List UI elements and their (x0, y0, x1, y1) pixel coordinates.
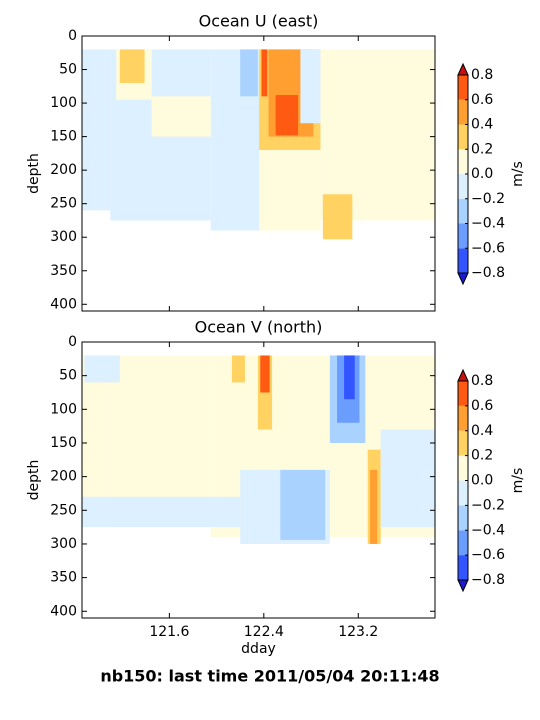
y-tick-label: 0 (68, 334, 77, 350)
axes-frame (81, 35, 436, 312)
colorbar-extend-under (457, 272, 469, 286)
colorbar-extend-over (457, 62, 469, 76)
colorbar-tick-label: 0.6 (471, 92, 493, 108)
colorbar-tick-label: −0.6 (471, 240, 505, 256)
y-tick-label: 400 (50, 603, 77, 619)
colorbar-tick-label: 0.8 (471, 373, 493, 389)
y-tick-label: 250 (50, 502, 77, 518)
contour-patch (82, 355, 111, 518)
colorbar-tick-label: −0.8 (471, 265, 505, 281)
colorbar-tick-label: 0.2 (471, 141, 493, 157)
x-tick-label: 121.6 (149, 624, 189, 640)
colorbar-band (458, 248, 468, 273)
contour-field (82, 355, 435, 544)
y-tick-label: 50 (59, 368, 77, 384)
colorbar-tick-label: 0.8 (471, 67, 493, 83)
contour-patch (280, 469, 326, 540)
colorbar-band (458, 99, 468, 125)
colorbar-band (458, 198, 468, 224)
colorbar-tick-label: −0.2 (471, 191, 505, 207)
y-axis-label: depth (26, 460, 42, 501)
y-axis-label: depth (26, 153, 42, 194)
axes-frame (81, 341, 436, 619)
y-tick-label: 150 (50, 435, 77, 451)
colorbar-label: m/s (510, 468, 526, 494)
contour-patch (119, 49, 145, 83)
colorbar-tick-label: −0.2 (471, 497, 505, 513)
colorbar-tick-label: 0.2 (471, 448, 493, 464)
y-tick-label: 200 (50, 162, 77, 178)
colorbar-tick-label: −0.4 (471, 522, 505, 538)
colorbar-tick-label: 0.4 (471, 117, 493, 133)
y-tick-label: 350 (50, 570, 77, 586)
x-tick-label: 123.2 (338, 624, 378, 640)
colorbar-tick-label: −0.6 (471, 547, 505, 563)
colorbar-band (458, 381, 468, 406)
colorbar-band (458, 405, 468, 431)
y-tick-label: 350 (50, 263, 77, 279)
colorbar-band (458, 149, 468, 174)
y-tick-label: 250 (50, 196, 77, 212)
panel-title: Ocean V (north) (195, 318, 323, 337)
contour-patch (82, 496, 241, 528)
colorbar-band (458, 223, 468, 249)
contour-patch (82, 49, 111, 211)
colorbar-band (458, 75, 468, 100)
colorbar-band (458, 480, 468, 506)
contour-patch (344, 355, 355, 400)
y-tick-label: 0 (68, 28, 77, 44)
colorbar-band (458, 455, 468, 481)
contour-patch (370, 469, 378, 544)
colorbar-extend-under (457, 579, 469, 593)
colorbar-band (458, 174, 468, 199)
y-tick-label: 300 (50, 536, 77, 552)
contour-patch (380, 429, 435, 528)
contour-patch (240, 49, 258, 97)
colorbar-band (458, 555, 468, 580)
colorbar-tick-label: −0.4 (471, 216, 505, 232)
contour-patch (231, 355, 245, 383)
y-tick-label: 100 (50, 95, 77, 111)
contour-patch (261, 49, 268, 97)
contour-field (82, 49, 435, 240)
colorbar-tick-label: 0.0 (471, 166, 493, 182)
contour-patch (320, 49, 435, 221)
y-tick-label: 100 (50, 401, 77, 417)
colorbar-band (458, 124, 468, 150)
panel-title: Ocean U (east) (199, 12, 319, 31)
colorbar-label: m/s (510, 161, 526, 187)
y-tick-label: 400 (50, 296, 77, 312)
colorbar-tick-label: −0.8 (471, 572, 505, 588)
colorbar-extend-over (457, 368, 469, 382)
contour-patch (322, 194, 353, 240)
colorbar-tick-label: 0.6 (471, 398, 493, 414)
y-tick-label: 200 (50, 469, 77, 485)
x-axis-label: dday (241, 641, 276, 657)
y-tick-label: 300 (50, 229, 77, 245)
contour-patch (275, 95, 299, 136)
y-tick-label: 50 (59, 62, 77, 78)
contour-patch (151, 96, 211, 137)
x-tick-label: 122.4 (244, 624, 284, 640)
figure-title: nb150: last time 2011/05/04 20:11:48 (100, 667, 439, 686)
colorbar-band (458, 505, 468, 531)
contour-patch (300, 49, 321, 124)
y-tick-label: 150 (50, 129, 77, 145)
contour-patch (84, 355, 120, 383)
colorbar-band (458, 530, 468, 556)
contour-patch (260, 355, 270, 393)
colorbar-tick-label: 0.0 (471, 473, 493, 489)
colorbar-band (458, 430, 468, 456)
colorbar-tick-label: 0.4 (471, 423, 493, 439)
